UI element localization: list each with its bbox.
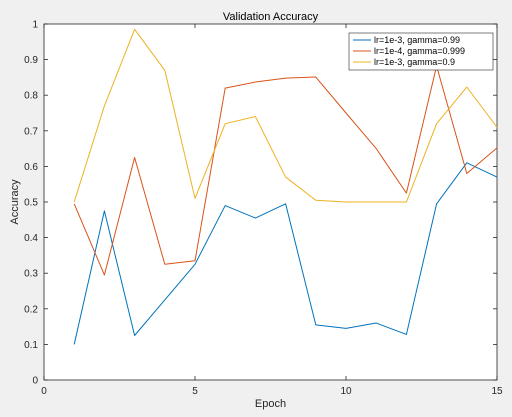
y-axis-label: Accuracy (9, 179, 21, 225)
x-tick-label: 15 (491, 386, 503, 397)
y-tick-label: 0.3 (24, 269, 38, 280)
plot-area (44, 24, 497, 380)
y-tick-label: 0.8 (24, 91, 38, 102)
x-tick-label: 0 (41, 386, 47, 397)
y-tick-label: 0.6 (24, 162, 38, 173)
legend-label-1: lr=1e-3, gamma=0.99 (374, 35, 460, 45)
chart-title: Validation Accuracy (223, 11, 319, 23)
legend-label-2: lr=1e-4, gamma=0.999 (374, 46, 465, 56)
y-tick-label: 0.9 (24, 55, 38, 66)
legend-label-3: lr=1e-3, gamma=0.9 (374, 57, 455, 67)
x-axis-label: Epoch (255, 398, 286, 410)
x-tick-label: 10 (340, 386, 352, 397)
y-tick-label: 0 (32, 376, 38, 387)
y-tick-label: 0.2 (24, 304, 38, 315)
y-tick-label: 0.7 (24, 126, 38, 137)
y-tick-label: 0.1 (24, 340, 38, 351)
y-tick-label: 1 (32, 20, 38, 31)
y-tick-label: 0.4 (24, 233, 38, 244)
x-tick-label: 5 (192, 386, 198, 397)
y-tick-label: 0.5 (24, 198, 38, 209)
